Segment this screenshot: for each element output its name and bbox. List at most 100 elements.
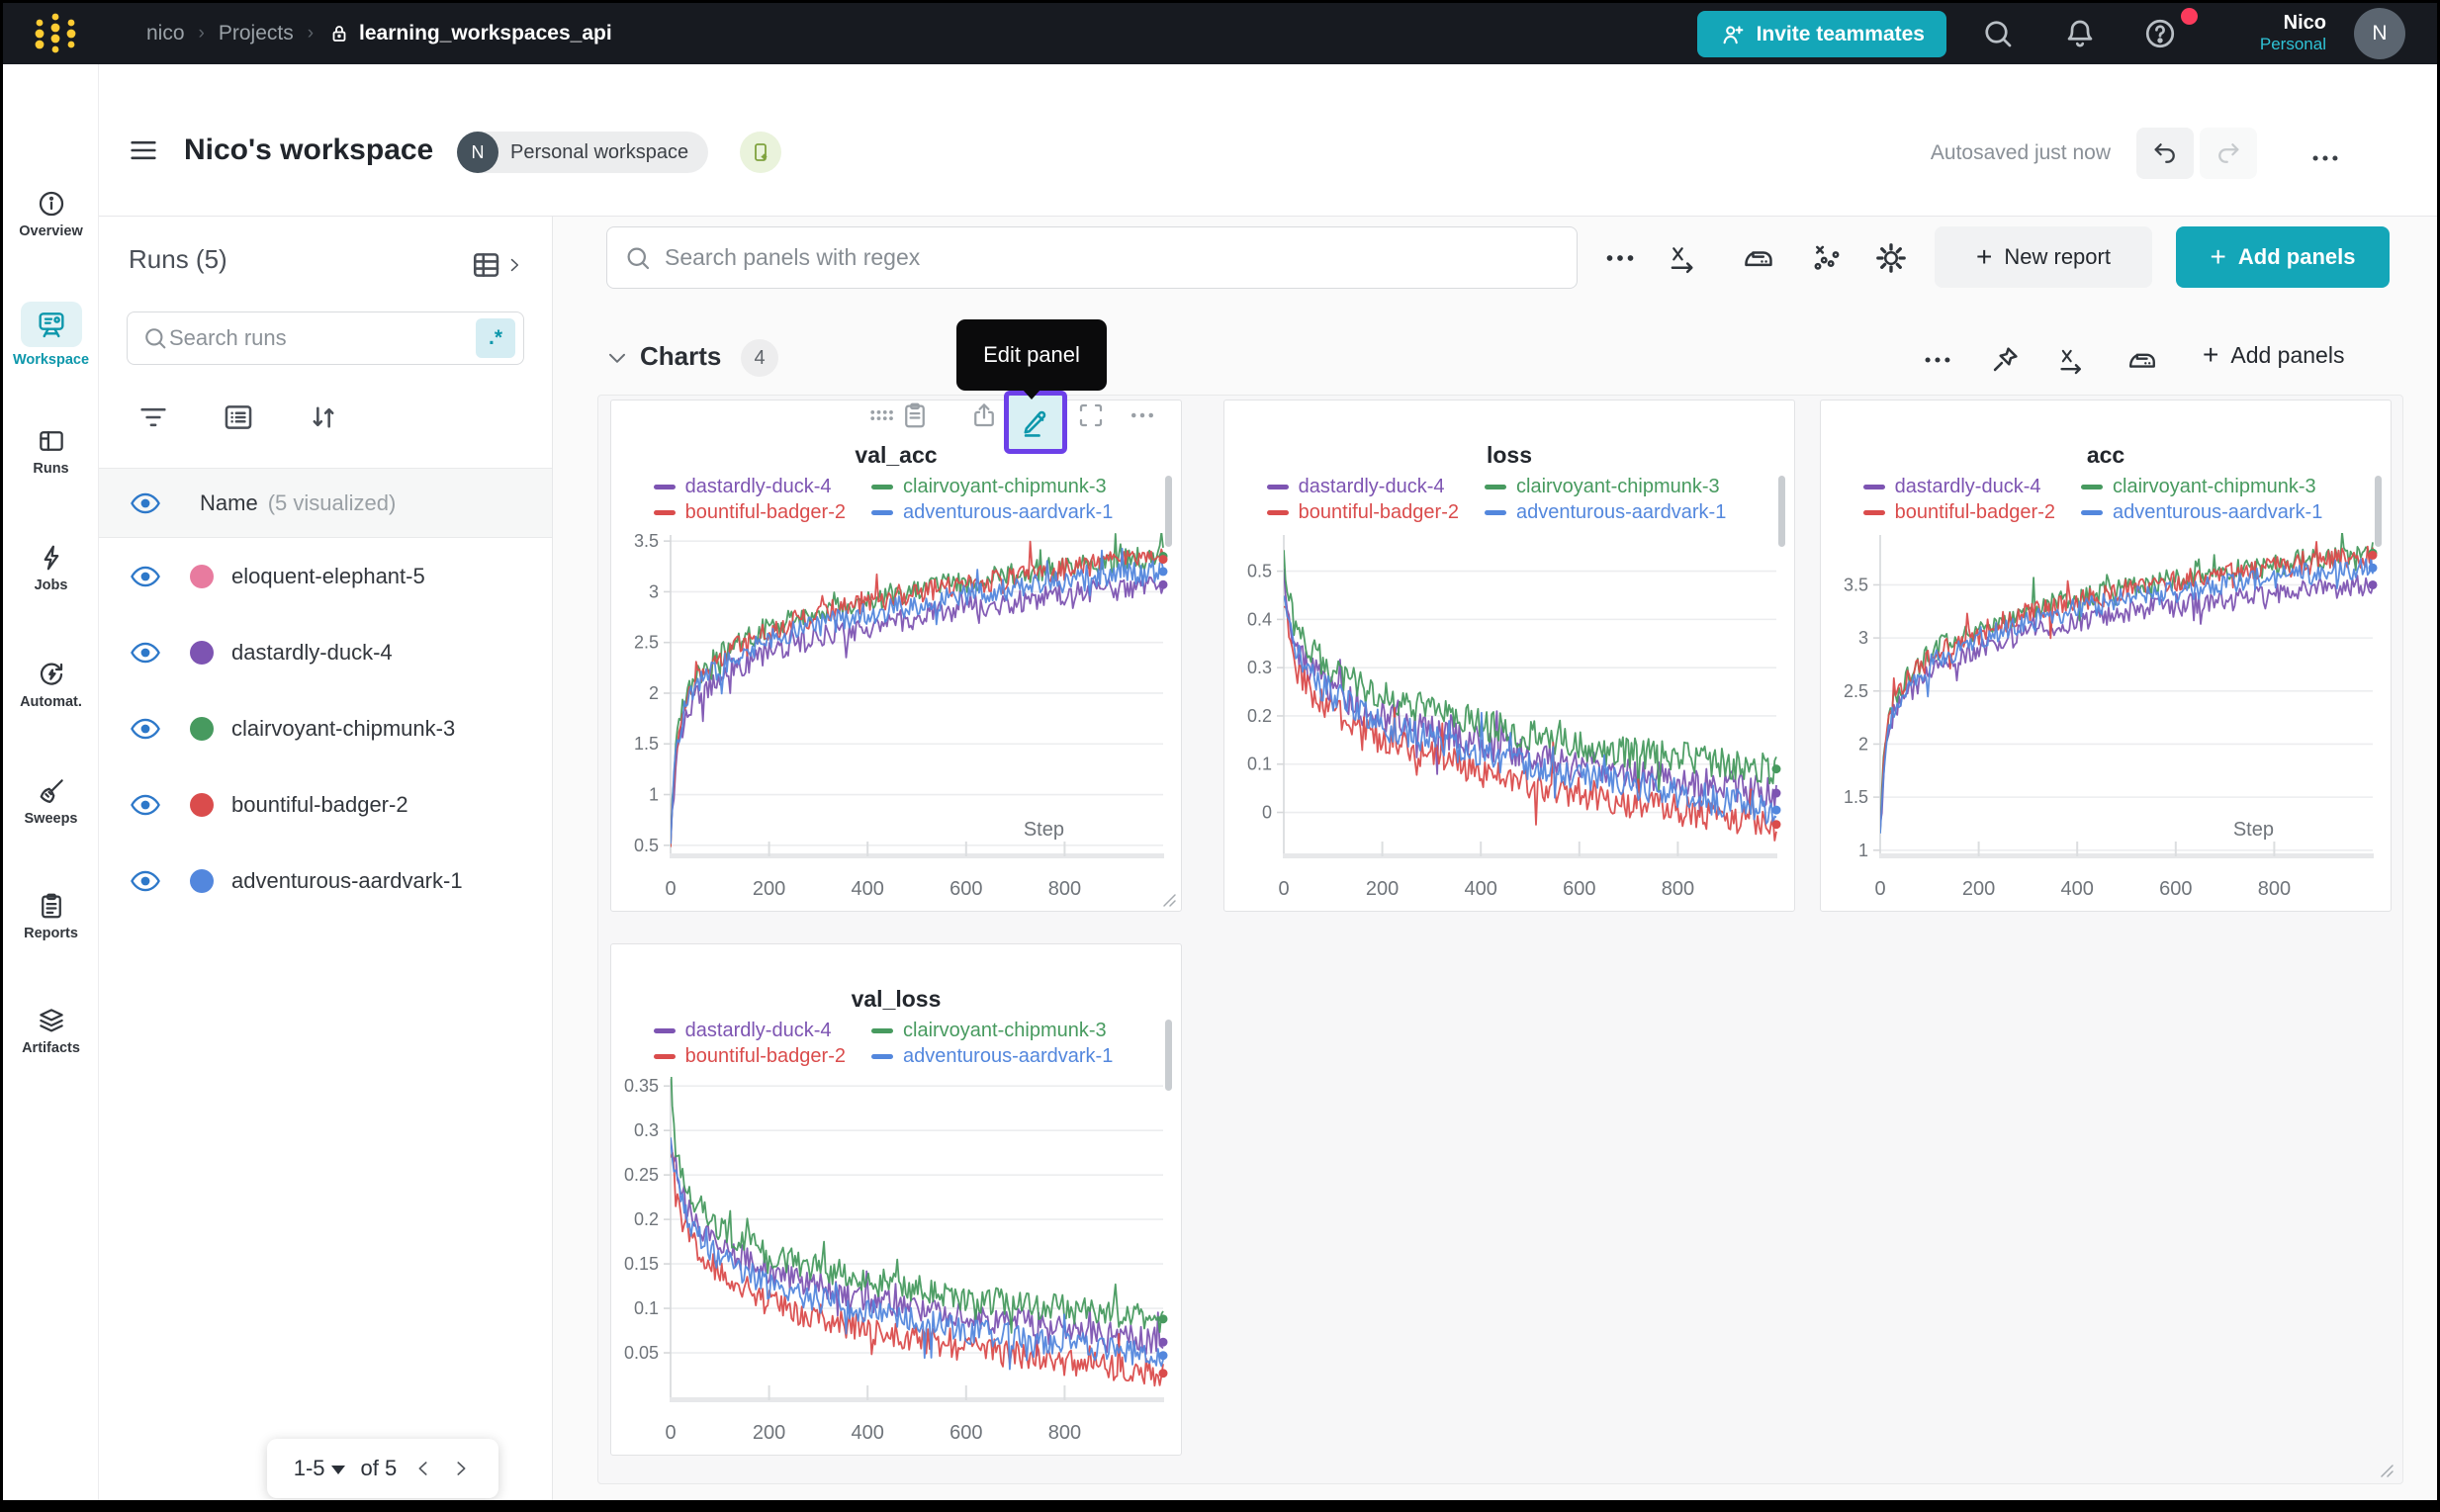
- invite-teammates-button[interactable]: Invite teammates: [1696, 11, 1946, 57]
- lock-icon: [332, 26, 346, 42]
- visibility-all-icon[interactable]: [129, 492, 162, 514]
- grid-resize-handle[interactable]: [2379, 1463, 2395, 1478]
- header-overflow-icon[interactable]: [2308, 141, 2342, 175]
- chart-panel-loss[interactable]: loss dastardly-duck-4 clairvoyant-chipmun…: [1223, 400, 1795, 912]
- legend-scrollbar[interactable]: [2375, 476, 2382, 547]
- sidebar-item-automations[interactable]: Automat.: [3, 660, 99, 710]
- copy-panel-icon[interactable]: [900, 400, 930, 430]
- filter-icon[interactable]: [136, 400, 170, 434]
- visibility-icon[interactable]: [129, 566, 162, 587]
- sort-icon[interactable]: [307, 400, 340, 434]
- avatar[interactable]: N: [2354, 8, 2405, 59]
- fullscreen-icon[interactable]: [1076, 400, 1106, 430]
- run-row[interactable]: adventurous-aardvark-1: [99, 843, 552, 919]
- chart-canvas[interactable]: 0 0.1 0.2 0.3 0.4 0.5 0 200 400 600 800: [1232, 527, 1788, 905]
- sidebar-item-workspace[interactable]: Workspace: [3, 302, 99, 368]
- chart-panel-val-loss[interactable]: val_loss dastardly-duck-4 clairvoyant-chi…: [610, 943, 1182, 1456]
- drag-handle-icon[interactable]: [866, 400, 896, 430]
- breadcrumb-project[interactable]: learning_workspaces_api: [327, 22, 612, 45]
- visibility-icon[interactable]: [129, 870, 162, 892]
- legend-scrollbar[interactable]: [1165, 1020, 1172, 1091]
- breadcrumb-user[interactable]: nico: [146, 22, 185, 44]
- pencil-icon: [1024, 410, 1046, 437]
- outliers-icon[interactable]: [1809, 240, 1845, 276]
- undo-button[interactable]: [2136, 128, 2194, 179]
- help-icon[interactable]: [2142, 16, 2178, 51]
- redo-button[interactable]: [2200, 128, 2257, 179]
- runs-search-input[interactable]: [169, 325, 476, 351]
- prev-page-icon[interactable]: [412, 1458, 434, 1479]
- chart-legend: dastardly-duck-4 clairvoyant-chipmunk-3 bo…: [653, 1020, 1113, 1068]
- visibility-icon[interactable]: [129, 642, 162, 664]
- visibility-icon[interactable]: [129, 794, 162, 816]
- run-color-dot[interactable]: [190, 716, 214, 741]
- run-row[interactable]: bountiful-badger-2: [99, 766, 552, 843]
- run-color-dot[interactable]: [190, 564, 214, 588]
- charts-section-title[interactable]: Charts: [640, 341, 722, 371]
- next-page-icon[interactable]: [450, 1458, 472, 1479]
- wandb-logo-icon[interactable]: [29, 7, 82, 60]
- list-icon[interactable]: [222, 400, 255, 434]
- overflow-icon[interactable]: [1602, 240, 1638, 276]
- run-color-dot[interactable]: [190, 868, 214, 893]
- run-color-dot[interactable]: [190, 792, 214, 817]
- add-panels-button[interactable]: + Add panels: [2176, 226, 2390, 288]
- svg-text:0.35: 0.35: [624, 1076, 659, 1096]
- panel-search-input[interactable]: [665, 244, 1561, 271]
- run-row[interactable]: dastardly-duck-4: [99, 614, 552, 690]
- runs-panel-title: Runs (5): [129, 244, 227, 274]
- legend-item: adventurous-aardvark-1: [1485, 501, 1726, 524]
- panel-overflow-icon[interactable]: [1128, 400, 1157, 430]
- svg-text:200: 200: [753, 878, 785, 900]
- runs-table-expand-button[interactable]: [471, 248, 524, 282]
- sidebar-item-sweeps[interactable]: Sweeps: [3, 776, 99, 827]
- workspace-badge[interactable]: N Personal workspace: [457, 132, 709, 173]
- chart-panel-acc[interactable]: acc dastardly-duck-4 clairvoyant-chipmunk…: [1820, 400, 2392, 912]
- run-color-dot[interactable]: [190, 640, 214, 665]
- legend-run-name: dastardly-duck-4: [1894, 476, 2041, 497]
- settings-icon[interactable]: [1873, 240, 1909, 276]
- section-overflow-icon[interactable]: [1921, 343, 1954, 377]
- pin-icon[interactable]: [1988, 343, 2022, 377]
- sidebar-item-reports[interactable]: Reports: [3, 891, 99, 941]
- workspace-mobile-button[interactable]: [740, 132, 781, 173]
- chart-canvas[interactable]: 0.05 0.1 0.15 0.2 0.25 0.3 0.35 0 200 400 600 800: [619, 1071, 1175, 1449]
- sidebar-item-runs[interactable]: Runs: [3, 426, 99, 477]
- chart-canvas[interactable]: 1 1.5 2 2.5 3 3.5 0 200 400 600 800 Step: [1829, 527, 2385, 905]
- legend-run-name: bountiful-badger-2: [1298, 501, 1459, 523]
- smoothing-icon[interactable]: [1741, 240, 1776, 276]
- runs-column-name[interactable]: Name: [200, 489, 258, 515]
- panel-resize-handle[interactable]: [1161, 892, 1177, 908]
- menu-icon[interactable]: [127, 133, 160, 167]
- nav-user-menu[interactable]: Nico Personal: [2260, 11, 2326, 54]
- sidebar-item-jobs[interactable]: Jobs: [3, 543, 99, 593]
- regex-toggle[interactable]: .*: [476, 318, 515, 358]
- x-axis-icon[interactable]: [1666, 240, 1701, 276]
- svg-text:2.5: 2.5: [634, 633, 659, 653]
- breadcrumb-projects[interactable]: Projects: [218, 22, 294, 44]
- legend-scrollbar[interactable]: [1165, 476, 1172, 547]
- pagination-range-dropdown[interactable]: 1-5: [294, 1456, 345, 1481]
- legend-run-name: bountiful-badger-2: [684, 1045, 846, 1067]
- legend-scrollbar[interactable]: [1778, 476, 1785, 547]
- legend-item: dastardly-duck-4: [653, 1020, 846, 1042]
- smoothing-icon[interactable]: [2125, 343, 2159, 377]
- sidebar-item-artifacts[interactable]: Artifacts: [3, 1006, 99, 1056]
- legend-swatch: [1485, 485, 1506, 489]
- visibility-icon[interactable]: [129, 718, 162, 740]
- chevron-down-icon[interactable]: [604, 345, 630, 371]
- search-icon[interactable]: [1980, 16, 2016, 51]
- sidebar-item-overview[interactable]: Overview: [3, 189, 99, 239]
- bell-icon[interactable]: [2062, 16, 2098, 51]
- edit-panel-button[interactable]: [1004, 391, 1067, 454]
- run-row[interactable]: clairvoyant-chipmunk-3: [99, 690, 552, 766]
- run-row[interactable]: eloquent-elephant-5: [99, 538, 552, 614]
- page-title: Nico's workspace: [184, 133, 434, 166]
- run-name: clairvoyant-chipmunk-3: [231, 715, 456, 741]
- chart-canvas[interactable]: 0.5 1 1.5 2 2.5 3 3.5 0 200 400 600 800 Step: [619, 527, 1175, 905]
- export-panel-icon[interactable]: [969, 400, 999, 430]
- section-add-panels-button[interactable]: + Add panels: [2203, 339, 2345, 370]
- x-axis-icon[interactable]: [2055, 343, 2089, 377]
- chart-panel-val-acc[interactable]: val_acc dastardly-duck-4 clairvoyant-chip…: [610, 400, 1182, 912]
- new-report-button[interactable]: + New report: [1935, 226, 2152, 288]
